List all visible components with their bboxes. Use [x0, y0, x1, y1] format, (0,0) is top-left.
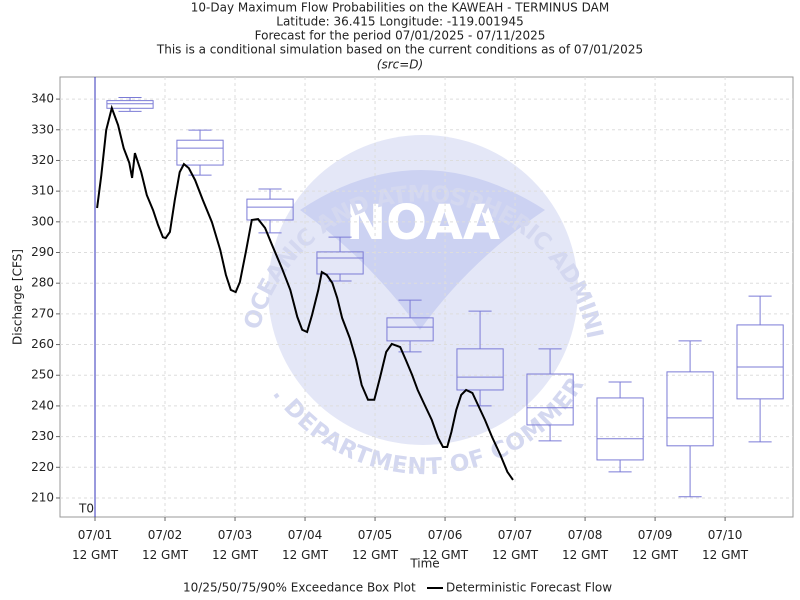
y-tick-label: 220: [31, 460, 54, 474]
forecast-line: [96, 104, 514, 481]
x-tick-label: 07/02 12 GMT: [142, 528, 189, 562]
y-tick-label: 270: [31, 306, 54, 320]
box: [176, 139, 224, 166]
box: [246, 198, 294, 221]
legend-label: Deterministic Forecast Flow: [446, 581, 612, 595]
watermark-logo: NOAA: [346, 195, 500, 251]
x-tick-label: 07/09 12 GMT: [632, 528, 679, 562]
x-tick-label: 07/04 12 GMT: [282, 528, 329, 562]
x-tick-label: 07/06 12 GMT: [422, 528, 469, 562]
y-tick-label: 230: [31, 429, 54, 443]
y-axis-label: Discharge [CFS]: [11, 249, 25, 345]
x-tick-label: 07/03 12 GMT: [212, 528, 259, 562]
x-axis-label: Time: [409, 557, 439, 571]
y-tick-label: 330: [31, 122, 54, 136]
x-tick-label: 07/10 12 GMT: [702, 528, 749, 562]
chart-subtitle: Forecast for the period 07/01/2025 - 07/…: [255, 29, 546, 43]
watermark-bird: [300, 170, 545, 330]
chart-subtitle: This is a conditional simulation based o…: [156, 43, 643, 57]
y-tick-label: 240: [31, 398, 54, 412]
y-tick-label: 280: [31, 276, 54, 290]
box: [526, 373, 574, 426]
box: [386, 317, 434, 342]
y-tick-label: 250: [31, 368, 54, 382]
box: [316, 251, 364, 275]
x-tick-label: 07/07 12 GMT: [492, 528, 539, 562]
y-tick-label: 320: [31, 153, 54, 167]
box: [596, 397, 644, 461]
y-tick-label: 300: [31, 214, 54, 228]
t0-label: T0: [78, 502, 94, 516]
chart-subtitle: (src=D): [377, 58, 423, 72]
y-tick-label: 290: [31, 245, 54, 259]
box: [736, 324, 784, 400]
y-tick-label: 310: [31, 184, 54, 198]
box: [106, 100, 154, 109]
x-tick-label: 07/01 12 GMT: [72, 528, 119, 562]
y-tick-label: 210: [31, 490, 54, 504]
legend-label: 10/25/50/75/90% Exceedance Box Plot: [183, 581, 416, 595]
x-tick-label: 07/08 12 GMT: [562, 528, 609, 562]
x-tick-label: 07/05 12 GMT: [352, 528, 399, 562]
box: [456, 348, 504, 391]
chart-subtitle: Latitude: 36.415 Longitude: -119.001945: [276, 15, 523, 29]
box: [666, 371, 714, 447]
chart-title: 10-Day Maximum Flow Probabilities on the…: [191, 1, 609, 15]
y-tick-label: 260: [31, 337, 54, 351]
y-tick-label: 340: [31, 92, 54, 106]
